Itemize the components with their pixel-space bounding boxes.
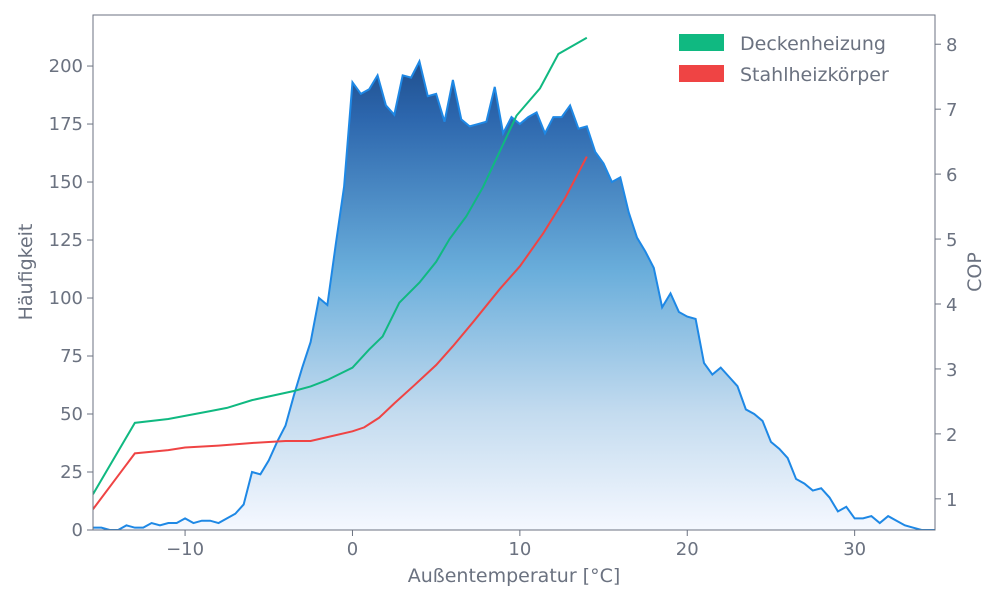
x-axis-title: Außentemperatur [°C] [408,565,621,587]
y2-tick-label: 8 [946,35,957,56]
x-axis: −10 0 10 20 30 [166,530,866,560]
plot-frame [92,14,936,531]
y-tick-label: 50 [60,404,83,425]
frequency-area [93,61,935,530]
y2-tick-label: 4 [946,295,957,316]
y-tick-label: 175 [49,114,83,135]
cop-series-layer [93,36,588,510]
legend-label: Stahlheizkörper [740,64,889,86]
legend-label: Deckenheizung [740,33,886,55]
y2-tick-label: 3 [946,360,957,381]
x-tick-label: 10 [508,539,531,560]
legend-swatch [679,65,724,82]
frequency-line [93,58,935,530]
legend-swatch [679,34,724,51]
y-tick-label: 100 [49,288,83,309]
y2-tick-label: 1 [946,490,957,511]
series-line-stahlheizkoerper [93,156,588,510]
x-tick-label: 0 [347,539,358,560]
x-tick-label: 30 [843,539,866,560]
y-tick-label: 150 [49,172,83,193]
y-tick-label: 25 [60,462,83,483]
y-tick-label: 0 [72,520,83,541]
y-tick-label: 75 [60,346,83,367]
plot-area [93,36,935,530]
series-line-deckenheizung [93,36,588,495]
y2-tick-label: 2 [946,425,957,446]
y2-tick-label: 6 [946,165,957,186]
y2-axis-title: COP [964,252,986,292]
y-tick-label: 200 [49,56,83,77]
y2-tick-label: 5 [946,230,957,251]
y2-tick-label: 7 [946,100,957,121]
legend: Deckenheizung Stahlheizkörper [679,33,889,86]
x-tick-label: 20 [676,539,699,560]
x-tick-label: −10 [166,539,204,560]
y-axis-right: 1 2 3 4 5 6 7 8 [935,35,957,511]
y-tick-label: 125 [49,230,83,251]
y-axis-title: Häufigkeit [15,224,37,321]
y-axis-left: 0 25 50 75 100 125 150 175 200 [49,56,93,541]
